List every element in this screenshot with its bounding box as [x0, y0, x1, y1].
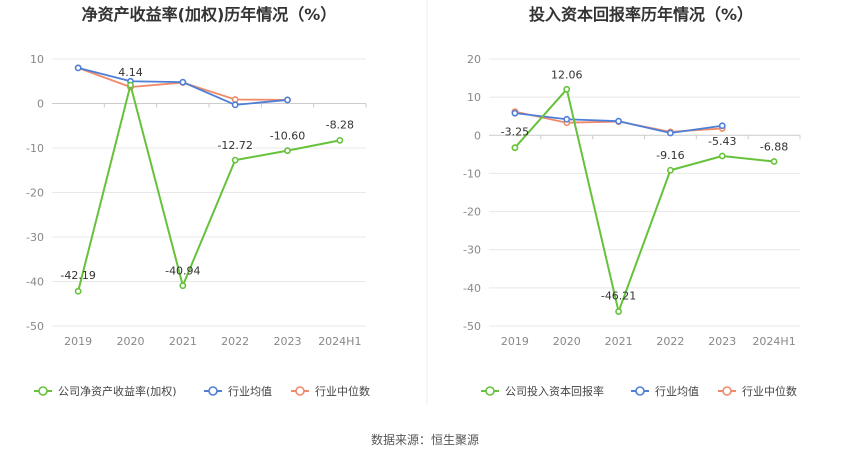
series-line-company	[514, 87, 775, 316]
x-tick-label: 2023	[274, 335, 302, 348]
data-point-company	[179, 282, 187, 290]
y-tick-label: -10	[463, 167, 481, 180]
legend-item-industry_median[interactable]: 行业中位数	[291, 384, 370, 398]
x-tick-label: 2020	[117, 335, 145, 348]
data-label: 4.14	[118, 66, 143, 79]
series-line-company	[77, 84, 341, 292]
legend-label: 行业中位数	[742, 384, 797, 398]
data-label: -12.72	[217, 139, 252, 152]
legend-swatch-marker	[295, 386, 305, 396]
data-point-company	[127, 81, 134, 89]
x-tick-label: 2019	[501, 335, 529, 348]
y-tick-label: 10	[30, 53, 44, 66]
legend-item-industry_avg[interactable]: 行业均值	[631, 385, 699, 398]
data-point-company	[74, 287, 82, 295]
legend-swatch-marker	[722, 386, 732, 396]
legend-label: 行业中位数	[315, 384, 370, 398]
legend-item-industry_median[interactable]: 行业中位数	[718, 384, 797, 398]
x-tick-label: 2021	[605, 335, 633, 348]
data-point-industry_avg	[231, 101, 239, 109]
data-label: 12.06	[551, 68, 583, 81]
legend-swatch-marker	[485, 386, 495, 396]
data-point-company	[231, 156, 239, 164]
data-point-company	[615, 308, 622, 315]
legend-label: 公司净资产收益率(加权)	[58, 384, 177, 398]
data-label: -8.28	[326, 118, 354, 131]
data-point-company	[563, 85, 571, 93]
data-point-industry_avg	[563, 115, 571, 123]
data-point-company	[511, 144, 519, 152]
data-point-company	[718, 152, 726, 160]
legend-label: 行业均值	[228, 385, 272, 398]
data-point-industry_avg	[667, 129, 674, 137]
legend-item-company[interactable]: 公司净资产收益率(加权)	[34, 384, 177, 398]
legend-swatch-marker	[38, 386, 48, 396]
y-tick-label: -10	[26, 142, 44, 155]
data-label: -6.88	[760, 141, 788, 154]
chart-title: 投入资本回报率历年情况（%）	[529, 5, 753, 24]
y-tick-label: -50	[463, 320, 481, 333]
data-label: -5.43	[708, 135, 736, 148]
y-tick-label: 20	[467, 53, 481, 66]
x-tick-label: 2022	[221, 335, 249, 348]
roic-chart: 投入资本回报率历年情况（%） 20 10 0 -10 -20 -30 -40 -50 2019 20…	[463, 5, 801, 398]
chart-title: 净资产收益率(加权)历年情况（%）	[82, 5, 337, 24]
legend-swatch-marker	[635, 386, 645, 396]
y-tick-label: 0	[37, 98, 44, 111]
y-tick-label: -20	[26, 187, 44, 200]
x-tick-label: 2021	[169, 335, 197, 348]
legend-item-industry_avg[interactable]: 行业均值	[204, 385, 272, 398]
data-point-industry_median	[231, 96, 239, 103]
data-point-industry_avg	[718, 122, 726, 130]
legend-item-company[interactable]: 公司投入资本回报率	[481, 384, 604, 398]
x-tick-label: 2023	[708, 335, 736, 348]
y-tick-label: -30	[26, 231, 44, 244]
y-tick-label: -40	[26, 276, 44, 289]
data-label: -10.60	[270, 130, 305, 143]
legend-label: 公司投入资本回报率	[505, 384, 604, 398]
roe-chart: 净资产收益率(加权)历年情况（%） 10 0 -10 -20 -30 -40 -50 2019 2…	[26, 5, 370, 398]
data-point-industry_avg	[511, 109, 519, 117]
x-tick-label: 2024H1	[752, 335, 795, 348]
data-source-note: 数据来源：恒生聚源	[371, 432, 479, 447]
data-label: -3.25	[501, 126, 529, 139]
data-label: -46.21	[601, 290, 636, 303]
data-point-company	[284, 147, 291, 155]
data-point-company	[336, 136, 344, 144]
y-tick-label: 10	[467, 91, 481, 104]
data-label: -40.94	[165, 265, 200, 278]
data-point-industry_avg	[74, 64, 82, 72]
y-tick-label: -20	[463, 206, 481, 219]
y-tick-label: -50	[26, 320, 44, 333]
data-point-company	[667, 166, 674, 174]
data-point-industry_avg	[284, 96, 291, 104]
data-point-industry_avg	[179, 78, 187, 86]
data-label: -9.16	[656, 149, 684, 162]
y-tick-label: -30	[463, 244, 481, 257]
x-tick-label: 2019	[64, 335, 92, 348]
data-label: -42.19	[60, 269, 95, 282]
data-point-company	[770, 158, 778, 165]
y-tick-label: -40	[463, 282, 481, 295]
y-tick-label: 0	[474, 129, 481, 142]
data-point-industry_avg	[615, 117, 622, 125]
x-tick-label: 2024H1	[318, 335, 361, 348]
legend-label: 行业均值	[655, 385, 699, 398]
x-tick-label: 2020	[553, 335, 581, 348]
legend-swatch-marker	[208, 386, 218, 396]
x-tick-label: 2022	[656, 335, 684, 348]
